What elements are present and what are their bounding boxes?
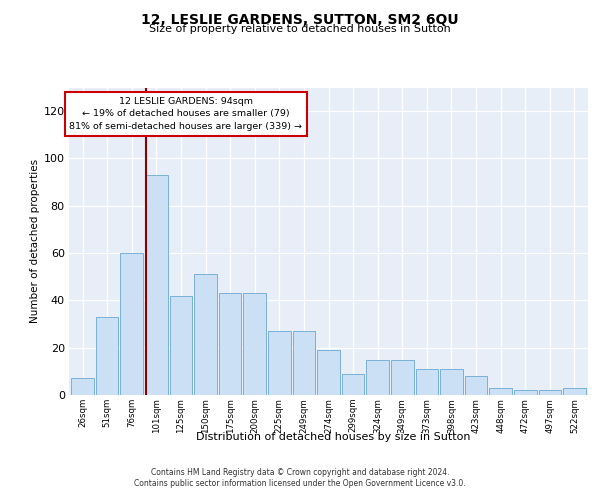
Bar [465, 376, 487, 395]
Text: Size of property relative to detached houses in Sutton: Size of property relative to detached ho… [149, 24, 451, 34]
Text: 12, LESLIE GARDENS, SUTTON, SM2 6QU: 12, LESLIE GARDENS, SUTTON, SM2 6QU [141, 12, 459, 26]
Y-axis label: Number of detached properties: Number of detached properties [29, 159, 40, 324]
Bar [194, 274, 217, 395]
Bar [440, 369, 463, 395]
Bar [367, 360, 389, 395]
Bar [244, 294, 266, 395]
Bar [539, 390, 561, 395]
Bar [219, 294, 241, 395]
Bar [514, 390, 536, 395]
Bar [293, 331, 315, 395]
Bar [416, 369, 438, 395]
Bar [563, 388, 586, 395]
Text: Contains HM Land Registry data © Crown copyright and database right 2024.
Contai: Contains HM Land Registry data © Crown c… [134, 468, 466, 487]
Bar [170, 296, 192, 395]
Bar [342, 374, 364, 395]
Bar [96, 317, 118, 395]
Bar [391, 360, 413, 395]
Bar [317, 350, 340, 395]
Text: 12 LESLIE GARDENS: 94sqm
← 19% of detached houses are smaller (79)
81% of semi-d: 12 LESLIE GARDENS: 94sqm ← 19% of detach… [70, 97, 302, 131]
Bar [145, 175, 167, 395]
Bar [121, 253, 143, 395]
Text: Distribution of detached houses by size in Sutton: Distribution of detached houses by size … [196, 432, 470, 442]
Bar [71, 378, 94, 395]
Bar [268, 331, 290, 395]
Bar [490, 388, 512, 395]
